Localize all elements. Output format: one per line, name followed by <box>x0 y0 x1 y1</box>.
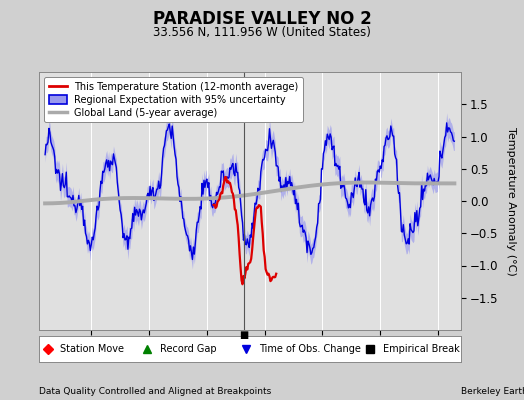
Text: Empirical Break: Empirical Break <box>383 344 460 354</box>
Text: Record Gap: Record Gap <box>159 344 216 354</box>
Text: PARADISE VALLEY NO 2: PARADISE VALLEY NO 2 <box>152 10 372 28</box>
Text: ■: ■ <box>239 330 248 340</box>
Legend: This Temperature Station (12-month average), Regional Expectation with 95% uncer: This Temperature Station (12-month avera… <box>44 77 303 122</box>
Text: Berkeley Earth: Berkeley Earth <box>461 387 524 396</box>
Text: 33.556 N, 111.956 W (United States): 33.556 N, 111.956 W (United States) <box>153 26 371 39</box>
Text: Data Quality Controlled and Aligned at Breakpoints: Data Quality Controlled and Aligned at B… <box>39 387 271 396</box>
Y-axis label: Temperature Anomaly (°C): Temperature Anomaly (°C) <box>506 127 516 275</box>
Text: Station Move: Station Move <box>60 344 124 354</box>
Text: Time of Obs. Change: Time of Obs. Change <box>259 344 361 354</box>
